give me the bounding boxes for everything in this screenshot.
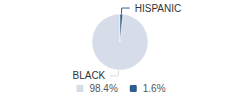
svg-text:HISPANIC: HISPANIC [135, 3, 182, 14]
svg-text:1.6%: 1.6% [143, 83, 166, 94]
svg-text:98.4%: 98.4% [89, 83, 117, 94]
svg-text:BLACK: BLACK [72, 70, 105, 81]
